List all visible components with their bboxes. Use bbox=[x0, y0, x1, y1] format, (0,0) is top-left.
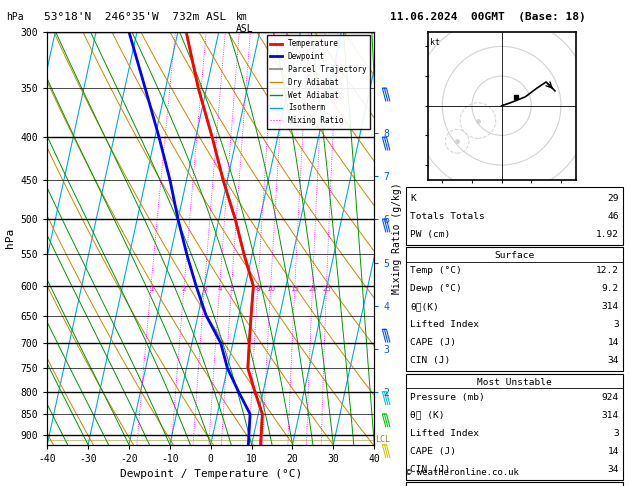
Text: CIN (J): CIN (J) bbox=[410, 465, 450, 474]
Text: θᴇ(K): θᴇ(K) bbox=[410, 302, 439, 312]
Text: 4: 4 bbox=[218, 286, 222, 292]
Text: LCL: LCL bbox=[376, 435, 391, 444]
Text: kt: kt bbox=[430, 37, 440, 47]
Text: 10: 10 bbox=[266, 286, 275, 292]
Text: Most Unstable: Most Unstable bbox=[477, 378, 552, 387]
Text: 34: 34 bbox=[608, 465, 619, 474]
Text: 3: 3 bbox=[613, 429, 619, 438]
Text: K: K bbox=[410, 194, 416, 203]
Text: CAPE (J): CAPE (J) bbox=[410, 338, 456, 347]
Text: 1.92: 1.92 bbox=[596, 230, 619, 239]
Text: 15: 15 bbox=[291, 286, 299, 292]
Text: 314: 314 bbox=[602, 411, 619, 420]
Text: km
ASL: km ASL bbox=[236, 12, 253, 34]
Text: 11.06.2024  00GMT  (Base: 18): 11.06.2024 00GMT (Base: 18) bbox=[390, 12, 586, 22]
X-axis label: Dewpoint / Temperature (°C): Dewpoint / Temperature (°C) bbox=[120, 469, 302, 479]
Text: Temp (°C): Temp (°C) bbox=[410, 266, 462, 276]
Text: 3: 3 bbox=[203, 286, 207, 292]
Text: 314: 314 bbox=[602, 302, 619, 312]
Text: 9.2: 9.2 bbox=[602, 284, 619, 294]
Text: Totals Totals: Totals Totals bbox=[410, 212, 485, 221]
Text: Pressure (mb): Pressure (mb) bbox=[410, 393, 485, 402]
Text: CAPE (J): CAPE (J) bbox=[410, 447, 456, 456]
Text: CIN (J): CIN (J) bbox=[410, 356, 450, 365]
Text: © weatheronline.co.uk: © weatheronline.co.uk bbox=[406, 468, 518, 477]
Text: 3: 3 bbox=[613, 320, 619, 330]
Text: 34: 34 bbox=[608, 356, 619, 365]
Text: Lifted Index: Lifted Index bbox=[410, 320, 479, 330]
Text: 1: 1 bbox=[148, 286, 153, 292]
Text: 5: 5 bbox=[230, 286, 234, 292]
Text: 25: 25 bbox=[322, 286, 331, 292]
Text: 2: 2 bbox=[182, 286, 186, 292]
Text: 53°18'N  246°35'W  732m ASL: 53°18'N 246°35'W 732m ASL bbox=[44, 12, 226, 22]
Text: 924: 924 bbox=[602, 393, 619, 402]
Text: PW (cm): PW (cm) bbox=[410, 230, 450, 239]
Text: Dewp (°C): Dewp (°C) bbox=[410, 284, 462, 294]
Text: Surface: Surface bbox=[494, 251, 534, 260]
Text: hPa: hPa bbox=[6, 12, 24, 22]
Text: 29: 29 bbox=[608, 194, 619, 203]
Text: 46: 46 bbox=[608, 212, 619, 221]
Text: 12.2: 12.2 bbox=[596, 266, 619, 276]
Text: 14: 14 bbox=[608, 338, 619, 347]
Text: 8: 8 bbox=[255, 286, 260, 292]
Y-axis label: Mixing Ratio (g/kg): Mixing Ratio (g/kg) bbox=[392, 182, 402, 294]
Text: 20: 20 bbox=[308, 286, 317, 292]
Legend: Temperature, Dewpoint, Parcel Trajectory, Dry Adiabat, Wet Adiabat, Isotherm, Mi: Temperature, Dewpoint, Parcel Trajectory… bbox=[267, 35, 370, 129]
Text: Lifted Index: Lifted Index bbox=[410, 429, 479, 438]
Y-axis label: hPa: hPa bbox=[5, 228, 15, 248]
Text: θᴇ (K): θᴇ (K) bbox=[410, 411, 445, 420]
Text: 14: 14 bbox=[608, 447, 619, 456]
